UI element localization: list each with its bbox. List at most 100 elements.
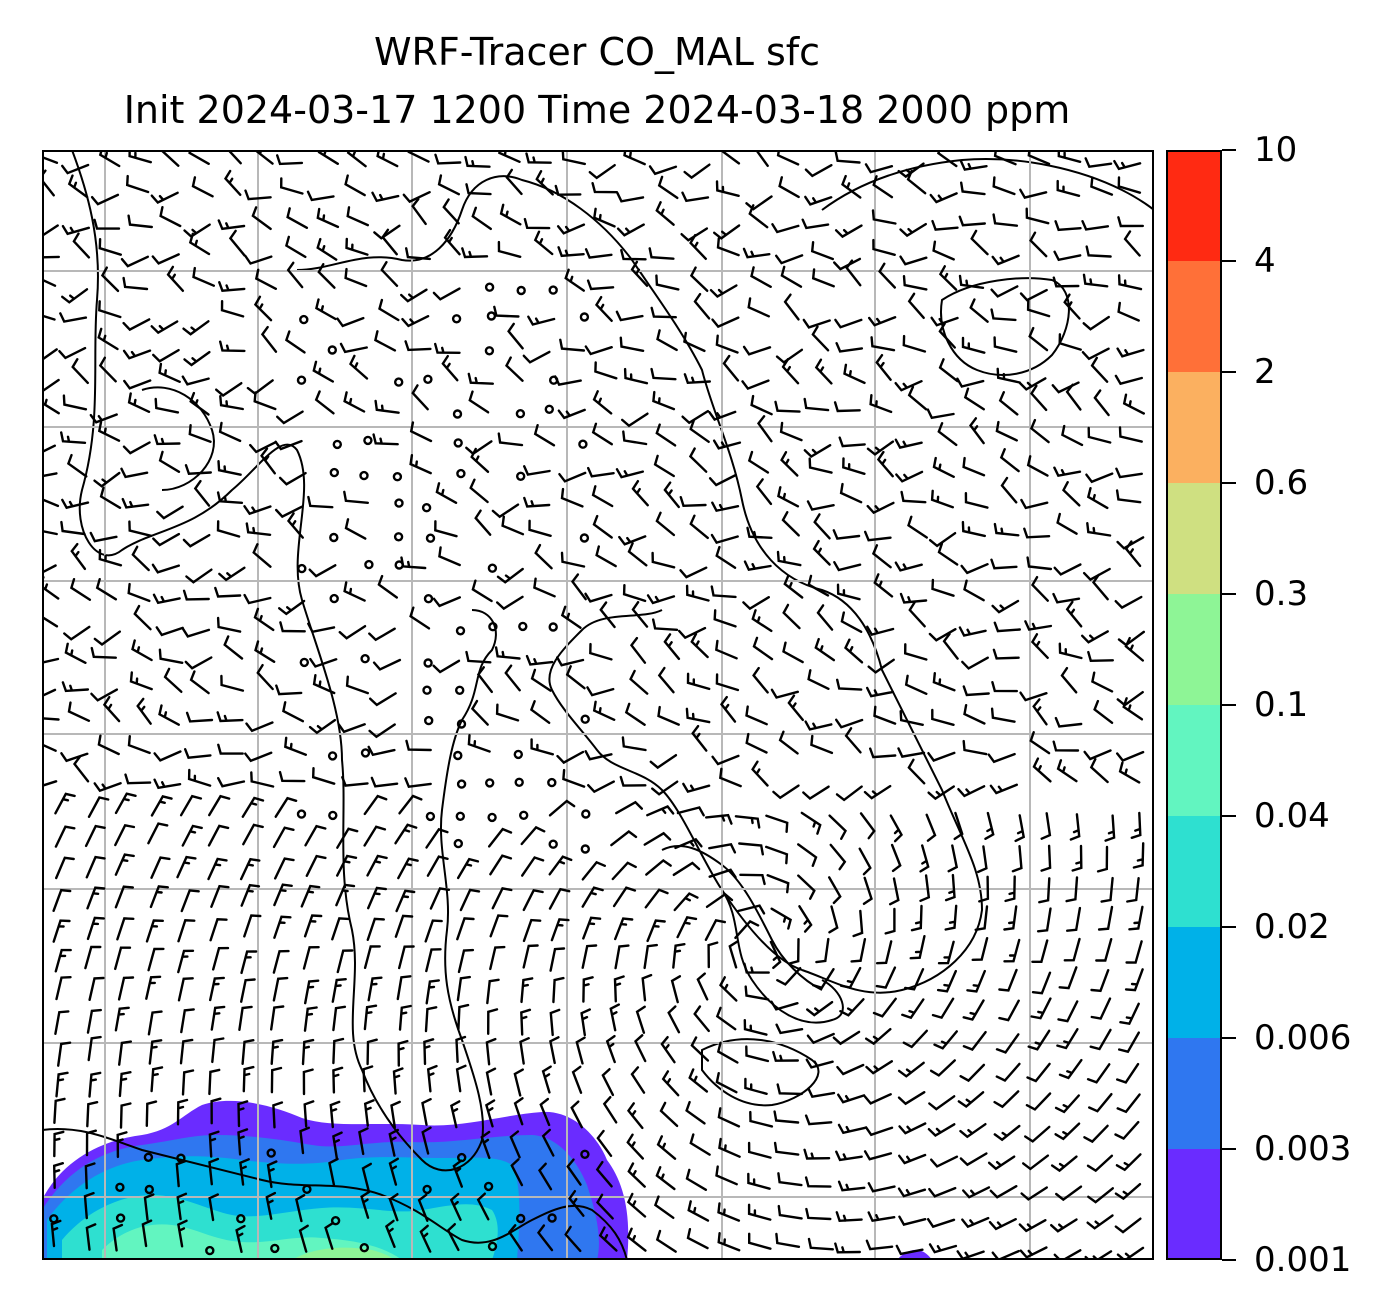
wind-barb (312, 674, 336, 695)
wind-barb (1116, 1093, 1141, 1114)
wind-barb (405, 739, 432, 752)
wind-calm-marker (394, 377, 404, 387)
wind-barb (584, 345, 613, 356)
wind-barb (686, 672, 711, 691)
wind-barb (782, 603, 801, 630)
wind-barb (336, 316, 365, 328)
wind-barb (85, 855, 106, 879)
wind-barb (904, 674, 928, 695)
wind-barb (1052, 740, 1080, 752)
wind-barb (554, 375, 582, 386)
wind-barb (1117, 216, 1144, 228)
wind-barb (209, 976, 225, 1002)
wind-barb (652, 390, 676, 411)
wind-barb (215, 382, 243, 398)
wind-barb (778, 730, 799, 755)
wind-barb (584, 248, 613, 259)
wind-barb (996, 367, 1021, 384)
wind-barb (253, 607, 275, 632)
wind-barb (210, 884, 230, 908)
wind-barb (390, 1100, 401, 1129)
wind-barb (957, 785, 986, 798)
wind-barb (646, 594, 676, 605)
wind-barb (1054, 1094, 1080, 1114)
wind-barb (491, 887, 513, 910)
wind-calm-marker (548, 839, 558, 849)
wind-barb (984, 811, 995, 840)
wind-calm-marker (422, 1184, 432, 1195)
wind-barb (961, 1216, 990, 1229)
wind-barb (1018, 377, 1047, 391)
wind-barb (594, 295, 613, 322)
wind-barb (270, 1066, 283, 1094)
wind-calm-marker (329, 467, 339, 478)
wind-barb (803, 397, 830, 412)
wind-calm-marker (484, 346, 495, 356)
wind-barb (240, 950, 258, 975)
wind-barb (902, 275, 928, 291)
colorbar-tick-label: 10 (1254, 130, 1298, 170)
wind-barb (866, 440, 895, 456)
wind-barb (520, 825, 546, 846)
wind-barb (60, 431, 87, 444)
wind-barb (1126, 877, 1140, 903)
wind-calm-marker (360, 748, 371, 758)
wind-barb (437, 174, 460, 196)
wind-barb (470, 447, 490, 473)
wind-barb (42, 378, 60, 393)
wind-barb (409, 606, 431, 630)
wind-barb (863, 784, 892, 800)
wind-barb (961, 336, 986, 354)
wind-calm-marker (423, 374, 433, 385)
wind-barb (485, 1037, 497, 1066)
wind-calm-marker (456, 719, 467, 729)
wind-barb (527, 315, 556, 326)
wind-barb (564, 268, 585, 292)
wind-barb (54, 948, 72, 973)
wind-barb (867, 1211, 896, 1223)
wind-calm-marker (453, 438, 463, 448)
wind-barb (471, 579, 493, 603)
wind-barb (646, 919, 666, 943)
wind-barb (708, 842, 737, 854)
wind-barb (895, 470, 924, 483)
wind-barb (776, 967, 802, 986)
wind-barb (1026, 299, 1051, 318)
wind-barb (402, 191, 431, 204)
wind-barb (181, 627, 211, 638)
wind-barb (89, 413, 118, 424)
wind-barb (155, 626, 184, 637)
wind-barb (61, 681, 90, 693)
wind-barb (61, 224, 90, 236)
wind-barb (151, 563, 180, 574)
wind-barb (1116, 750, 1145, 762)
wind-barb (961, 656, 989, 670)
wind-barb (183, 350, 211, 367)
wind-barb (55, 976, 72, 1001)
wind-barb (775, 348, 804, 364)
wind-barb (635, 1005, 646, 1034)
wind-barb (1029, 231, 1048, 258)
wind-barb (747, 1203, 772, 1221)
wind-barb (1029, 418, 1050, 444)
wind-barb (685, 1100, 706, 1125)
wind-barb (1063, 937, 1081, 962)
wind-barb (937, 422, 958, 447)
wind-barb (582, 976, 594, 1003)
wind-barb (150, 795, 173, 817)
wind-barb (432, 596, 461, 608)
wind-barb (839, 482, 863, 504)
wind-barb (898, 1153, 927, 1165)
wind-barb (610, 829, 638, 847)
wind-barb (114, 792, 137, 815)
wind-barb (663, 481, 680, 509)
wind-barb (592, 207, 616, 228)
wind-barb (1061, 424, 1084, 447)
wind-barb (919, 874, 931, 902)
wind-barb (657, 705, 680, 726)
wind-barb (770, 1000, 799, 1011)
wind-barb (845, 259, 862, 287)
wind-barb (971, 937, 989, 961)
wind-barb (209, 918, 228, 942)
wind-barb (86, 1101, 99, 1128)
